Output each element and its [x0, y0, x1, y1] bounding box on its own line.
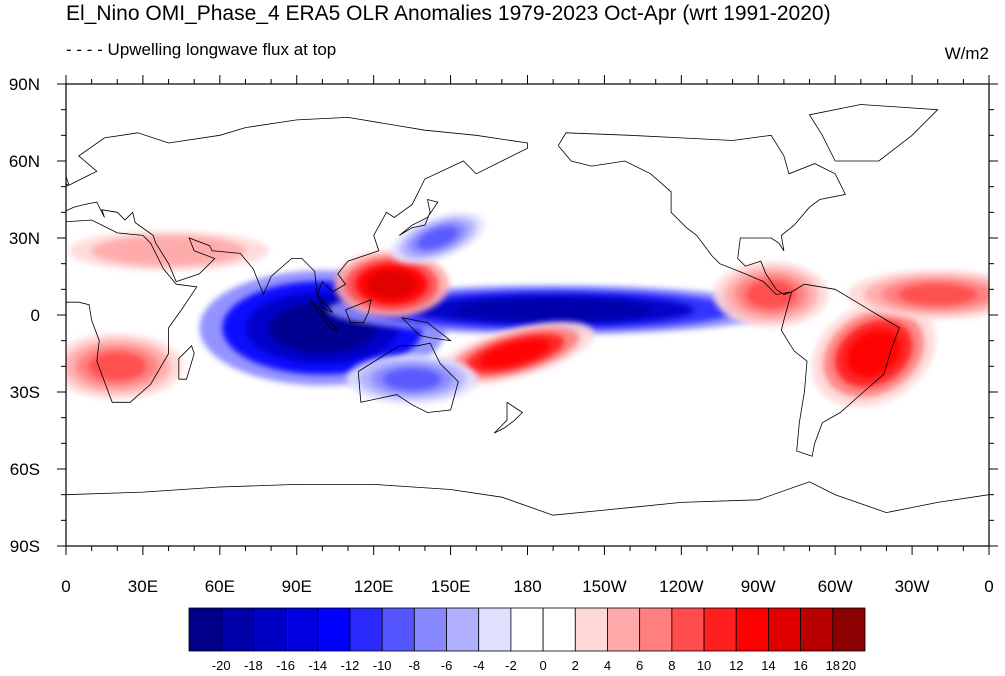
- coastline-path: [780, 283, 900, 457]
- colorbar-swatch: [510, 607, 544, 652]
- anomaly-blob: [417, 226, 459, 250]
- lon-tick-label: 30E: [128, 577, 158, 596]
- anomaly-blob: [745, 280, 797, 309]
- colorbar-level-label: 6: [636, 658, 643, 673]
- colorbar-level-label: -20: [212, 658, 231, 673]
- lon-tick-label: 120W: [659, 577, 703, 596]
- anomaly-blob: [114, 240, 223, 262]
- lon-tick-label: 0: [61, 577, 70, 596]
- colorbar-swatch: [252, 607, 286, 652]
- colorbar-level-label: -10: [373, 658, 392, 673]
- anomaly-blob: [479, 339, 550, 368]
- anomaly-blob: [366, 269, 417, 299]
- coastline-path: [66, 219, 198, 403]
- coastline-path: [309, 299, 340, 332]
- coastline-path: [66, 481, 989, 516]
- colorbar-swatch: [285, 607, 319, 652]
- lon-axis-labels: 0 30E 60E 90E 120E 150E 180 150W 120W 90W 60W 30W 0: [61, 577, 993, 596]
- colorbar-swatch: [349, 607, 383, 652]
- lat-tick-label: 60N: [9, 152, 40, 171]
- coastline-path: [808, 104, 939, 162]
- anomaly-field: [66, 212, 989, 408]
- coastline-path: [357, 342, 459, 413]
- coastline-path: [178, 345, 195, 380]
- lat-tick-label: 30S: [10, 383, 40, 402]
- coastline-path: [345, 298, 372, 324]
- colorbar-level-label: -8: [409, 658, 421, 673]
- colorbar-swatch: [832, 607, 866, 652]
- coastline-path: [66, 116, 528, 313]
- colorbar-swatch: [188, 607, 222, 652]
- lon-tick-label: 180: [513, 577, 541, 596]
- colorbar-level-label: 14: [761, 658, 775, 673]
- colorbar-level-label: -4: [473, 658, 485, 673]
- anomaly-blob: [88, 351, 146, 381]
- lon-tick-label: 60E: [205, 577, 235, 596]
- colorbar-swatch: [735, 607, 769, 652]
- colorbar: [188, 607, 866, 652]
- colorbar-swatch: [607, 607, 641, 652]
- figure-subtitle: - - - - Upwelling longwave flux at top: [66, 40, 337, 59]
- anomaly-blob: [898, 283, 978, 306]
- colorbar-level-label: 20: [842, 658, 856, 673]
- colorbar-swatch: [703, 607, 737, 652]
- colorbar-swatch: [381, 607, 415, 652]
- coastline-path: [493, 401, 524, 434]
- colorbar-level-label: 16: [793, 658, 807, 673]
- figure-title: El_Nino OMI_Phase_4 ERA5 OLR Anomalies 1…: [66, 2, 831, 25]
- coastlines: [66, 104, 989, 516]
- colorbar-level-label: 0: [539, 658, 546, 673]
- colorbar-swatch: [768, 607, 802, 652]
- colorbar-swatch: [671, 607, 705, 652]
- axis-ticks: [57, 75, 998, 555]
- lat-tick-label: 30N: [9, 229, 40, 248]
- lon-tick-label: 120E: [354, 577, 394, 596]
- colorbar-swatch: [413, 607, 447, 652]
- colorbar-labels: -20 -18 -16 -14 -12 -10 -8 -6 -4 -2 0 2 4 6 8 10 12 14 16 1…: [212, 658, 856, 673]
- colorbar-level-label: 18: [826, 658, 840, 673]
- lat-tick-label: 60S: [10, 460, 40, 479]
- coastline-path: [557, 132, 846, 295]
- lon-tick-label: 30W: [895, 577, 930, 596]
- lon-tick-label: 90E: [282, 577, 312, 596]
- lon-tick-label: 90W: [741, 577, 776, 596]
- colorbar-swatch: [478, 607, 512, 652]
- anomaly-blob: [846, 329, 901, 378]
- colorbar-level-label: -18: [244, 658, 263, 673]
- anomaly-blob: [383, 368, 441, 390]
- colorbar-swatch: [800, 607, 834, 652]
- colorbar-level-label: -12: [341, 658, 360, 673]
- colorbar-swatch: [574, 607, 608, 652]
- colorbar-level-label: -14: [308, 658, 327, 673]
- colorbar-level-label: -16: [276, 658, 295, 673]
- colorbar-swatch: [446, 607, 480, 652]
- colorbar-level-label: 12: [729, 658, 743, 673]
- colorbar-level-label: 4: [604, 658, 611, 673]
- colorbar-swatch: [639, 607, 673, 652]
- colorbar-level-label: 2: [572, 658, 579, 673]
- lon-tick-label: 0: [984, 577, 993, 596]
- units-label: W/m2: [944, 44, 989, 63]
- colorbar-swatch: [220, 607, 254, 652]
- colorbar-level-label: 10: [697, 658, 711, 673]
- colorbar-level-label: -6: [441, 658, 453, 673]
- colorbar-level-label: 8: [668, 658, 675, 673]
- lon-tick-label: 150E: [431, 577, 471, 596]
- coastline-path: [401, 317, 453, 342]
- lon-tick-label: 60W: [818, 577, 853, 596]
- lat-tick-label: 90S: [10, 537, 40, 556]
- colorbar-swatch: [542, 607, 576, 652]
- lat-tick-label: 0: [31, 306, 40, 325]
- anomaly-blob: [454, 299, 652, 321]
- lon-tick-label: 150W: [582, 577, 626, 596]
- lat-axis-labels: 90N 60N 30N 0 30S 60S 90S: [9, 75, 40, 556]
- coastline-path: [399, 198, 439, 236]
- lat-tick-label: 90N: [9, 75, 40, 94]
- colorbar-swatch: [317, 607, 351, 652]
- colorbar-level-label: -2: [505, 658, 517, 673]
